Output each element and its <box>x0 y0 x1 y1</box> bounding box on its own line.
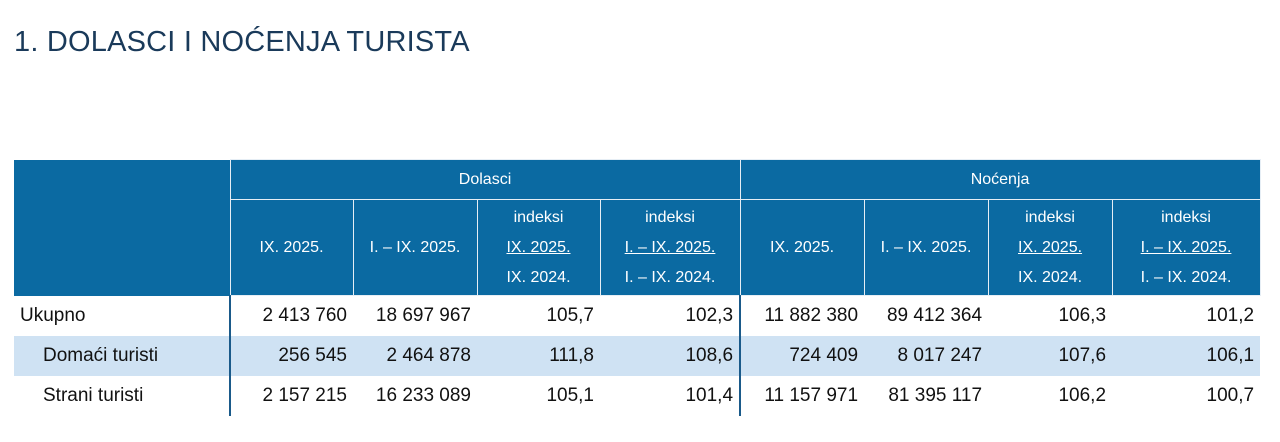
column-header-line2: I. – IX. 2025. <box>880 238 972 256</box>
table-cell: 18 697 967 <box>375 305 471 326</box>
table-cell: 81 395 117 <box>888 385 983 406</box>
column-header: IX. 2025. <box>739 199 865 296</box>
column-header-line2: IX. 2025. <box>259 238 324 256</box>
table-cell: 100,7 <box>1206 385 1255 406</box>
table-row: Domaći turisti 256 545 2 464 878 111,8 108,6… <box>14 336 1261 376</box>
column-header: I. – IX. 2025. <box>352 199 478 296</box>
table-cell: 724 409 <box>739 336 865 376</box>
table-cell: 101,4 <box>685 385 734 406</box>
table-cell: 2 157 215 <box>229 376 353 416</box>
column-header: indeksi IX. 2025. IX. 2024. <box>476 199 601 296</box>
page-title: 1. DOLASCI I NOĆENJA TURISTA <box>14 26 470 58</box>
header-group-dolasci: Dolasci <box>229 159 741 200</box>
column-header: indeksi IX. 2025. IX. 2024. <box>987 199 1113 296</box>
column-header-line1: indeksi <box>645 208 695 226</box>
column-header: indeksi I. – IX. 2025. I. – IX. 2024. <box>599 199 741 296</box>
column-header-line3: IX. 2024. <box>506 268 571 286</box>
table-cell: 89 412 364 <box>886 305 983 326</box>
column-header-line1: indeksi <box>513 208 564 226</box>
column-header: IX. 2025. <box>229 199 354 296</box>
column-header-line3: IX. 2024. <box>1018 268 1083 286</box>
table-cell: 111,8 <box>477 336 600 376</box>
column-header-line3: I. – IX. 2024. <box>624 268 716 286</box>
column-header-line2: IX. 2025. <box>770 238 835 256</box>
header-column-row: IX. 2025. I. – IX. 2025. indeksi IX. 2025. I… <box>14 199 1261 296</box>
header-group-row: Dolasci Noćenja <box>14 159 1261 296</box>
table-cell: 107,6 <box>988 336 1113 376</box>
table-cell: 106,1 <box>1112 336 1261 376</box>
column-header: I. – IX. 2025. <box>863 199 989 296</box>
table-cell: 106,3 <box>1058 305 1107 326</box>
table-cell: 256 545 <box>229 336 353 376</box>
column-header-line2: I. – IX. 2025. <box>369 238 461 256</box>
column-header-line2: I. – IX. 2025. <box>624 238 716 256</box>
table-cell: 102,3 <box>685 305 734 326</box>
column-header-line2: IX. 2025. <box>506 238 571 256</box>
table-cell: 105,1 <box>546 385 594 406</box>
table-cell: 108,6 <box>600 336 741 376</box>
table-cell: 2 464 878 <box>353 336 477 376</box>
table-cell: 11 882 380 <box>739 295 865 336</box>
row-label: Domaći turisti <box>14 336 230 376</box>
table-cell: 106,2 <box>1058 385 1107 406</box>
table-cell: 11 157 971 <box>739 376 865 416</box>
table-cell: 16 233 089 <box>375 385 471 406</box>
header-corner <box>14 159 231 296</box>
header-group-nocenja: Noćenja <box>739 159 1261 200</box>
tourist-arrivals-table: Dolasci Noćenja IX. 2025. I. – IX. 2025. i… <box>14 159 1261 416</box>
table-cell: 2 413 760 <box>229 295 353 336</box>
column-header-line2: IX. 2025. <box>1018 238 1083 256</box>
table-cell: 101,2 <box>1206 305 1255 326</box>
column-header-line1: indeksi <box>1025 208 1075 226</box>
column-header-line2: I. – IX. 2025. <box>1140 238 1232 256</box>
table-cell: 8 017 247 <box>864 336 989 376</box>
table-cell: 105,7 <box>546 305 594 326</box>
table-row: Ukupno 2 413 760 18 697 967 105,7 102,3 11 88… <box>14 295 1260 336</box>
column-header: indeksi I. – IX. 2025. I. – IX. 2024. <box>1111 199 1261 296</box>
column-header-line3: I. – IX. 2024. <box>1140 268 1232 286</box>
row-label: Strani turisti <box>43 385 144 406</box>
column-header-line1: indeksi <box>1161 208 1211 226</box>
row-label: Ukupno <box>20 304 86 326</box>
table-row: Strani turisti 2 157 215 16 233 089 105,1 10… <box>14 376 1260 416</box>
